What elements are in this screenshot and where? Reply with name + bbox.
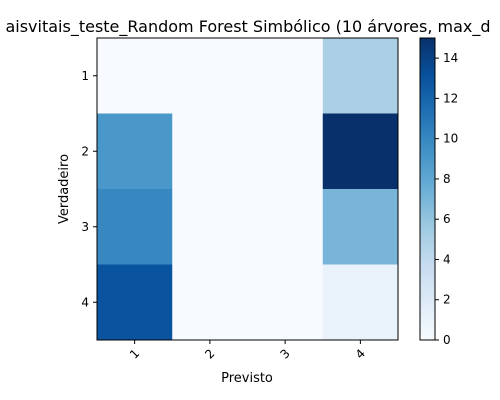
- heatmap-cell-r3-c4: [322, 189, 399, 265]
- colorbar: [419, 37, 436, 341]
- heatmap-cell-r1-c2: [172, 38, 248, 114]
- heatmap-cell-r1-c4: [322, 38, 399, 114]
- heatmap-cell-r1-c1: [97, 38, 173, 114]
- y-axis-ticks: 1 2 3 4: [81, 69, 97, 309]
- heatmap-cell-r4-c4: [322, 264, 399, 341]
- colorbar-tick-label: 6: [443, 212, 451, 226]
- heatmap-cell-r4-c2: [172, 264, 248, 341]
- heatmap-cell-r4-c3: [247, 264, 324, 341]
- x-tick-label: 2: [202, 346, 217, 361]
- colorbar-tick-label: 0: [443, 333, 451, 347]
- y-tick-label: 3: [81, 220, 89, 234]
- heatmap-cell-r2-c3: [247, 113, 324, 190]
- heatmap-cell-r2-c1: [97, 113, 173, 190]
- chart-title: aisvitais_teste_Random Forest Simbólico …: [5, 17, 490, 37]
- plot-frame: [96, 37, 399, 341]
- x-tick-label: 4: [353, 346, 368, 361]
- heatmap-cells: [97, 38, 399, 341]
- heatmap-cell-r2-c4: [322, 113, 399, 190]
- colorbar-tick-label: 14: [443, 51, 458, 65]
- colorbar-tick-label: 2: [443, 293, 451, 307]
- heatmap-cell-r1-c3: [247, 38, 324, 114]
- y-tick-label: 1: [81, 69, 89, 83]
- colorbar-tick-label: 10: [443, 132, 458, 146]
- x-axis-label: Previsto: [221, 371, 273, 386]
- heatmap-cell-r4-c1: [97, 264, 173, 341]
- colorbar-tick-label: 8: [443, 172, 451, 186]
- x-axis-ticks: 1 2 3 4: [127, 340, 368, 362]
- y-tick-label: 4: [81, 295, 89, 309]
- y-axis-label: Verdadeiro: [57, 154, 72, 224]
- x-tick-label: 1: [127, 346, 142, 361]
- y-tick-label: 2: [81, 144, 89, 158]
- heatmap-cell-r3-c3: [247, 189, 324, 265]
- colorbar-ticks: 0 2 4 6 8 10 12 14: [435, 51, 458, 347]
- x-tick-label: 3: [277, 346, 292, 361]
- heatmap-cell-r3-c1: [97, 189, 173, 265]
- colorbar-tick-label: 4: [443, 252, 451, 266]
- heatmap-cell-r2-c2: [172, 113, 248, 190]
- heatmap-cell-r3-c2: [172, 189, 248, 265]
- colorbar-tick-label: 12: [443, 91, 458, 105]
